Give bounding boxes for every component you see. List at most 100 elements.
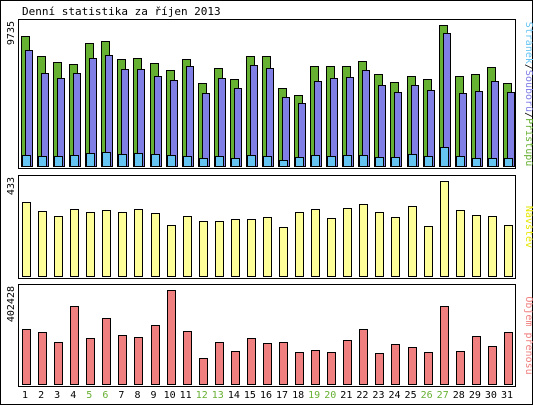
bar-visits-day-19 [311, 209, 320, 277]
bar-files-day-8 [137, 69, 145, 167]
bar-files-day-4 [73, 73, 81, 167]
bar-files-day-9 [154, 76, 162, 167]
bar-visits-day-25 [408, 206, 417, 277]
bar-visits-day-18 [295, 212, 304, 277]
bar-pages-day-2 [38, 156, 47, 167]
axis-title-part: Stránek [523, 22, 533, 64]
bar-files-day-16 [266, 68, 274, 167]
bar-files-day-27 [443, 33, 451, 167]
bar-kbytes-day-29 [472, 336, 481, 385]
bar-pages-day-12 [199, 158, 208, 167]
x-tick-label-25: 25 [405, 390, 417, 401]
x-tick-label-29: 29 [469, 390, 481, 401]
bar-kbytes-day-24 [391, 344, 400, 385]
bar-files-day-31 [507, 92, 515, 167]
bar-files-day-1 [25, 50, 33, 167]
bar-kbytes-day-2 [38, 332, 47, 385]
x-tick-label-13: 13 [212, 390, 224, 401]
axis-title-part: Přístupů [523, 118, 533, 166]
bar-kbytes-day-13 [215, 342, 224, 385]
bar-visits-day-23 [375, 212, 384, 277]
bar-kbytes-day-25 [408, 347, 417, 385]
bar-kbytes-day-1 [22, 329, 31, 385]
bar-kbytes-day-22 [359, 329, 368, 385]
bar-pages-day-5 [86, 153, 95, 167]
bar-pages-day-11 [183, 156, 192, 167]
bar-files-day-6 [105, 55, 113, 167]
bar-visits-day-15 [247, 219, 256, 277]
panel-frame [18, 284, 516, 387]
panel-frame [18, 19, 516, 169]
bar-visits-day-17 [279, 227, 288, 277]
bar-visits-day-21 [343, 208, 352, 277]
x-tick-label-1: 1 [22, 390, 28, 401]
bar-visits-day-6 [102, 210, 111, 277]
axis-title-visits: Návštěv [523, 206, 533, 248]
bar-visits-day-13 [215, 221, 224, 277]
bar-kbytes-day-7 [118, 335, 127, 385]
panel-visits: 433 Návštěv [6, 175, 533, 279]
bar-visits-day-24 [391, 217, 400, 277]
bar-files-day-3 [57, 78, 65, 167]
bar-pages-day-3 [54, 156, 63, 167]
bar-kbytes-day-10 [167, 290, 176, 385]
x-tick-label-23: 23 [372, 390, 384, 401]
bar-visits-day-26 [424, 226, 433, 277]
bar-visits-day-12 [199, 221, 208, 277]
x-tick-label-19: 19 [308, 390, 320, 401]
bar-pages-day-6 [102, 152, 111, 167]
y-max-label: 9735 [6, 21, 17, 45]
bar-kbytes-day-30 [488, 346, 497, 385]
axis-title-part: / [523, 64, 533, 70]
bar-visits-day-20 [327, 218, 336, 277]
bar-pages-day-1 [22, 155, 31, 167]
x-tick-label-17: 17 [276, 390, 288, 401]
x-tick-label-28: 28 [453, 390, 465, 401]
bar-kbytes-day-3 [54, 342, 63, 385]
x-tick-label-10: 10 [164, 390, 176, 401]
bar-kbytes-day-15 [247, 338, 256, 385]
bar-files-day-24 [394, 92, 402, 167]
bar-files-day-22 [362, 70, 370, 167]
x-tick-label-20: 20 [324, 390, 336, 401]
x-axis-labels: 1 2 3 4 5 6 7 8 9 10 11 12 13 14 15 16 17 18 19 20 21 22 23 24 2… [22, 390, 513, 401]
bar-visits-day-14 [231, 219, 240, 277]
x-tick-label-7: 7 [118, 390, 124, 401]
bar-pages-day-17 [279, 160, 288, 167]
bar-files-day-10 [170, 80, 178, 167]
bar-visits-day-30 [488, 216, 497, 277]
bar-visits-day-8 [134, 209, 143, 277]
bar-visits-day-7 [118, 212, 127, 277]
bar-files-day-5 [89, 58, 97, 167]
bar-pages-day-4 [70, 155, 79, 167]
bar-kbytes-day-27 [440, 306, 449, 385]
x-tick-label-11: 11 [180, 390, 192, 401]
bar-pages-day-29 [472, 158, 481, 167]
x-tick-label-31: 31 [501, 390, 513, 401]
bar-pages-day-20 [327, 156, 336, 167]
bar-visits-day-16 [263, 217, 272, 277]
bar-visits-day-31 [504, 225, 513, 277]
bar-visits-day-9 [151, 213, 160, 277]
x-tick-label-24: 24 [388, 390, 400, 401]
x-tick-label-21: 21 [340, 390, 352, 401]
bar-kbytes-day-23 [375, 353, 384, 385]
bar-pages-day-23 [375, 157, 384, 167]
bar-kbytes-day-6 [102, 318, 111, 385]
x-tick-label-4: 4 [70, 390, 76, 401]
x-tick-label-27: 27 [437, 390, 449, 401]
bar-files-day-15 [250, 65, 258, 167]
panel-kbytes: 402428 Objem přenosu [6, 284, 533, 387]
bar-files-day-17 [282, 97, 290, 167]
bar-visits-day-4 [70, 209, 79, 277]
bar-pages-day-10 [167, 155, 176, 167]
bar-kbytes-day-11 [183, 331, 192, 385]
bar-files-day-12 [202, 93, 210, 167]
bar-pages-day-22 [359, 155, 368, 167]
bar-files-day-30 [491, 81, 499, 167]
x-tick-label-14: 14 [228, 390, 240, 401]
bar-visits-day-11 [183, 216, 192, 277]
bar-kbytes-day-5 [86, 338, 95, 385]
bar-pages-day-21 [343, 155, 352, 167]
